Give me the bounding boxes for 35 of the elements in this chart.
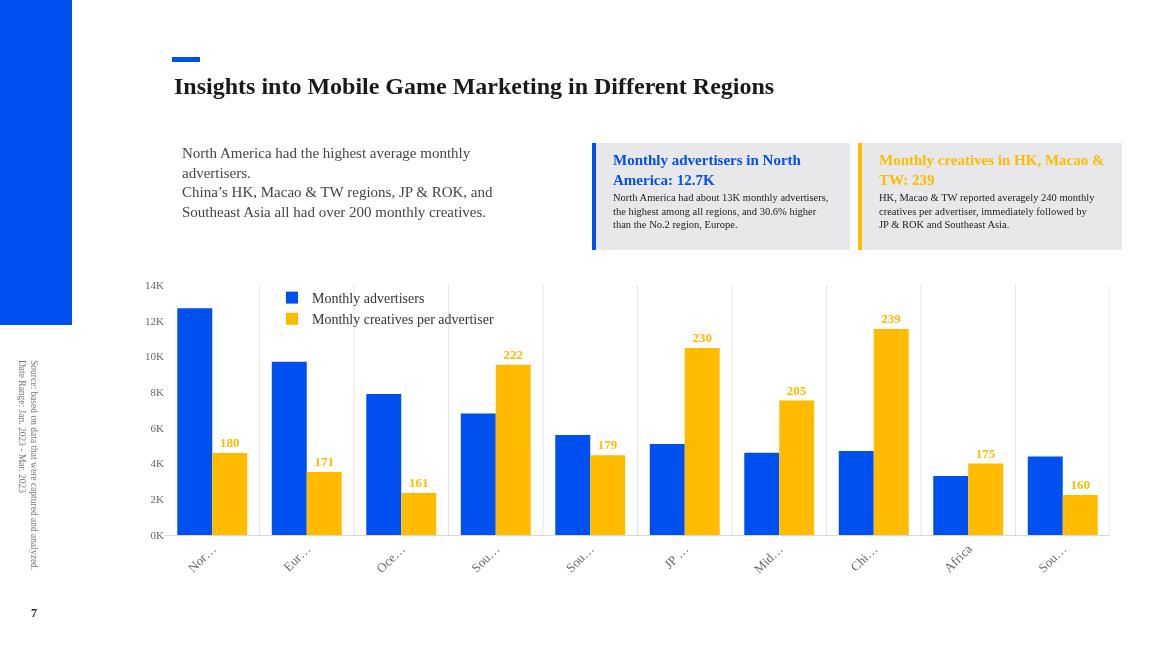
text: HK, Macao & TW reported averagely 240 monthly creatives per advertiser, immediately followed by JP & ROK and Southeast Asia.	[879, 192, 1096, 231]
text: Monthly advertisers in North America: 12.7K	[613, 152, 802, 188]
y-tick-label: 0K	[150, 528, 165, 541]
chart-title: Insights into Mobile Game Marketing in Different Regions	[174, 73, 775, 99]
chart-subtitle: North America had the highest average monthly advertisers. China’s HK, Macao & TW regions, JP & ROK, and Southeast Asia all had over 200 monthly creatives.	[182, 145, 494, 220]
data-label: 175	[975, 445, 996, 461]
data-label: 180	[219, 435, 240, 451]
data-label: 171	[314, 453, 334, 469]
data-label: 239	[881, 311, 902, 327]
data-label: 161	[408, 474, 429, 490]
data-label: 230	[692, 330, 712, 346]
y-tick-label: 4K	[150, 457, 165, 470]
bar	[271, 361, 307, 535]
y-tick-label: 10K	[145, 350, 165, 363]
text: 7	[31, 606, 37, 620]
legend-label: Monthly advertisers	[312, 291, 425, 307]
legend-label: Monthly creatives per advertiser	[312, 312, 494, 328]
text: North America had about 13K monthly advertisers, the highest among all regions, and 30.6% higher than the No.2 region, Europe.	[613, 192, 829, 231]
y-tick-label: 2K	[150, 493, 165, 506]
x-tick-label: Chi…	[847, 541, 881, 575]
y-tick-label: 12K	[145, 314, 165, 327]
y-tick-label: 8K	[150, 385, 165, 398]
source-note: Source: based on data that were captured and analyzed. Date Range: Jan. 2023 - Mar. 2023	[16, 360, 39, 571]
bar	[366, 393, 402, 535]
data-label: 205	[786, 382, 807, 398]
x-tick-label: Oce…	[373, 541, 408, 576]
data-label: 222	[503, 346, 523, 362]
text: Monthly creatives in HK, Macao & TW: 239	[879, 152, 1105, 188]
x-tick-label: Eur…	[280, 541, 314, 575]
x-tick-label: JP …	[661, 541, 692, 572]
data-label: 160	[1070, 477, 1090, 493]
bar	[177, 308, 213, 535]
data-label: 179	[597, 437, 618, 453]
y-tick-label: 6K	[150, 421, 165, 434]
y-tick-label: 14K	[145, 278, 165, 291]
